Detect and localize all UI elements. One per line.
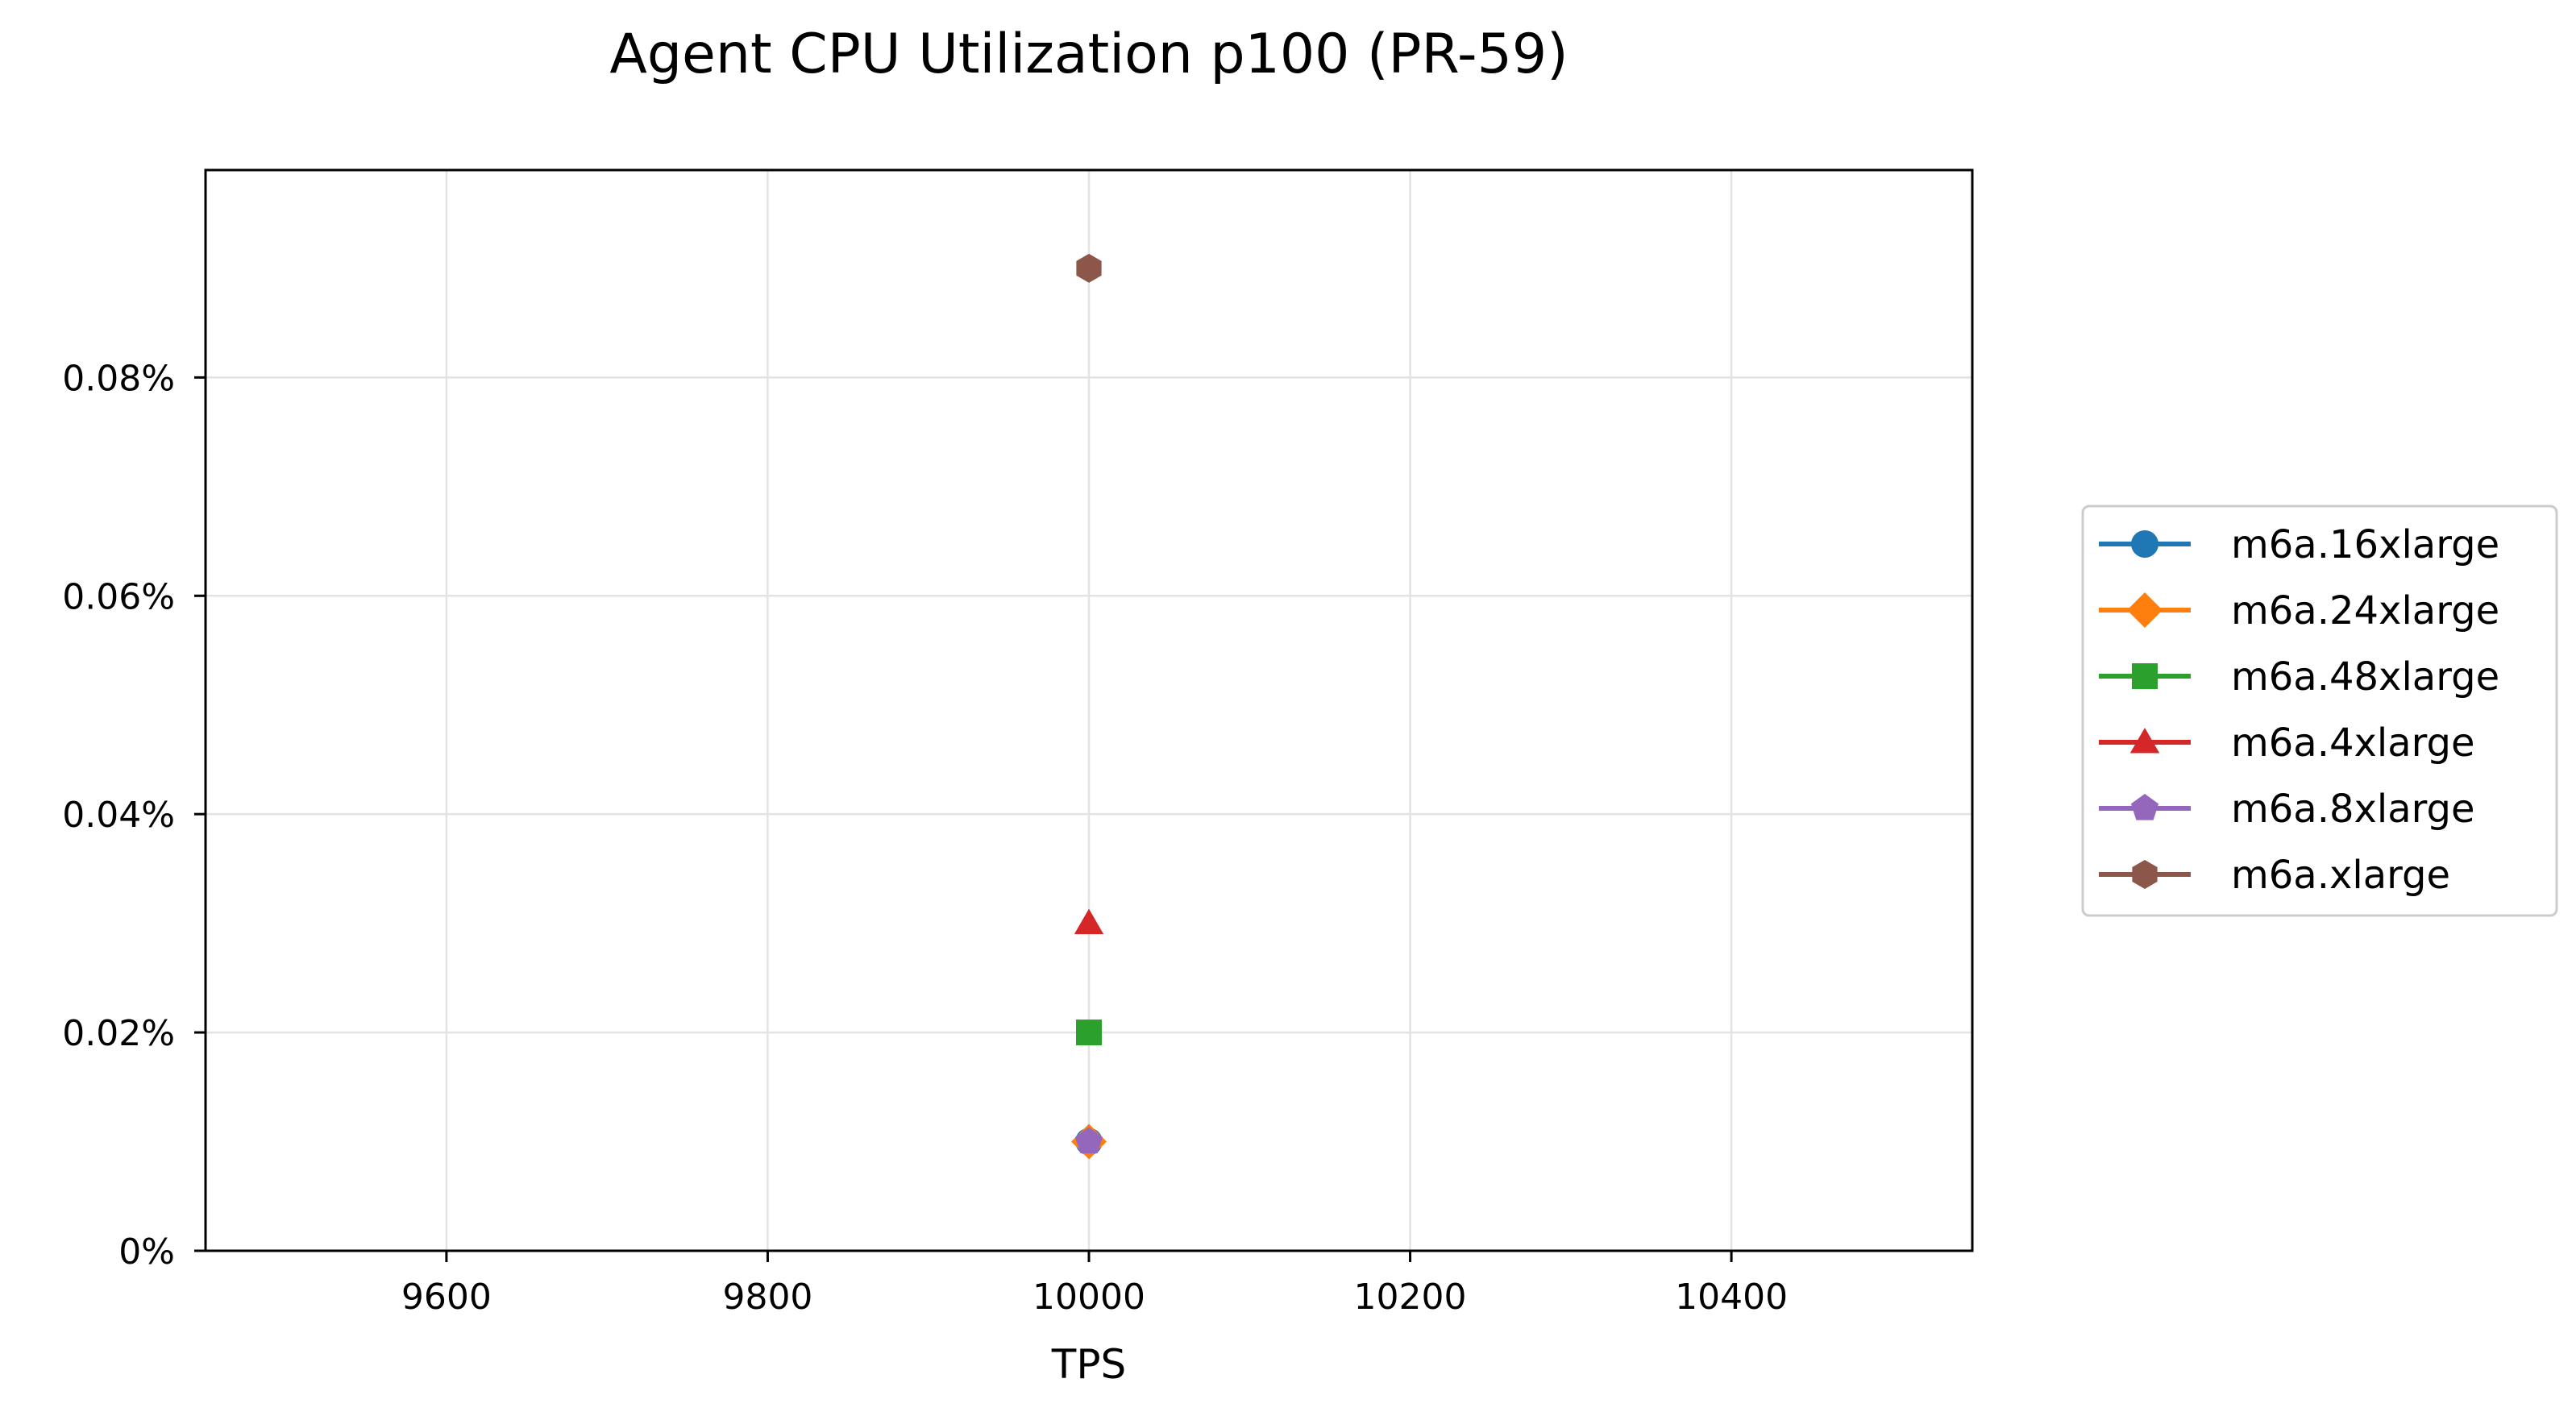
series-m6a.xlarge [1076,253,1102,283]
x-tick-label: 9800 [722,1277,812,1318]
legend-marker [2132,860,2158,889]
series-m6a.4xlarge [1074,908,1104,935]
legend-item: m6a.4xlarge [2099,720,2475,766]
legend-item: m6a.24xlarge [2099,588,2499,633]
legend-label: m6a.xlarge [2231,853,2450,898]
series-m6a.8xlarge [1074,1127,1103,1154]
y-tick-label: 0% [118,1231,175,1273]
legend-item: m6a.8xlarge [2099,787,2475,832]
legend-box [2081,505,2558,917]
x-tick-label: 10400 [1675,1277,1788,1318]
x-axis: 9600 9800 10000 10200 10400 [401,1251,1788,1318]
legend-label: m6a.48xlarge [2231,654,2499,700]
data-marks [1071,253,1107,1160]
legend-item: m6a.48xlarge [2099,654,2499,700]
data-point [1076,253,1102,283]
legend-marker [2130,794,2159,820]
series-m6a.48xlarge [1076,1019,1102,1046]
chart-title: Agent CPU Utilization p100 (PR-59) [609,23,1568,86]
legend-marker [2131,530,2158,558]
legend-label: m6a.4xlarge [2231,720,2475,766]
y-axis: 0% 0.02% 0.04% 0.06% 0.08% [62,358,206,1273]
legend-marker [2127,592,2163,628]
legend-label: m6a.24xlarge [2231,588,2499,633]
data-point [1074,908,1104,935]
y-tick-label: 0.04% [62,795,175,836]
legend: m6a.16xlarge m6a.24xlarge m6a.48xlarge m6a.… [2081,505,2558,917]
y-tick-label: 0.06% [62,576,175,617]
x-tick-label: 9600 [401,1277,492,1318]
x-axis-label: TPS [1051,1341,1126,1388]
legend-item: m6a.16xlarge [2099,522,2499,567]
y-tick-label: 0.08% [62,358,175,399]
grid [206,170,1972,1252]
y-tick-label: 0.02% [62,1013,175,1054]
legend-label: m6a.16xlarge [2231,522,2499,567]
legend-label: m6a.8xlarge [2231,787,2475,832]
data-point [1076,1019,1102,1046]
legend-marker [2129,728,2160,754]
x-tick-label: 10000 [1032,1277,1145,1318]
legend-marker [2132,663,2158,689]
x-tick-label: 10200 [1354,1277,1467,1318]
legend-item: m6a.xlarge [2099,853,2450,898]
data-point [1074,1127,1103,1154]
